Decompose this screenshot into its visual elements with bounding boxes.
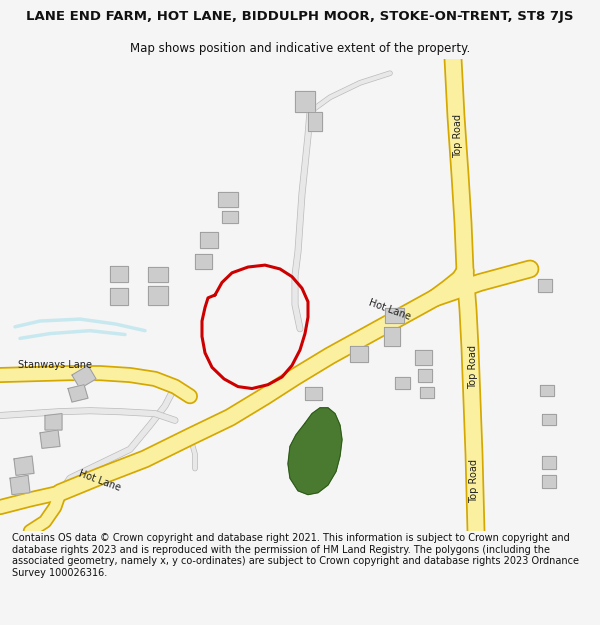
Polygon shape (72, 366, 96, 389)
Polygon shape (542, 414, 556, 425)
Text: Top Road: Top Road (468, 346, 478, 389)
Text: Hot Lane: Hot Lane (77, 469, 122, 493)
Polygon shape (415, 350, 432, 366)
Polygon shape (40, 430, 60, 448)
Polygon shape (350, 346, 368, 362)
Text: LANE END FARM, HOT LANE, BIDDULPH MOOR, STOKE-ON-TRENT, ST8 7JS: LANE END FARM, HOT LANE, BIDDULPH MOOR, … (26, 10, 574, 23)
Polygon shape (395, 377, 410, 389)
Polygon shape (542, 456, 556, 469)
Polygon shape (295, 91, 315, 112)
Polygon shape (540, 384, 554, 396)
Text: Contains OS data © Crown copyright and database right 2021. This information is : Contains OS data © Crown copyright and d… (12, 533, 579, 578)
Polygon shape (305, 387, 322, 400)
Polygon shape (418, 369, 432, 382)
Polygon shape (110, 288, 128, 304)
Text: Top Road: Top Road (469, 459, 479, 503)
Polygon shape (14, 456, 34, 476)
Polygon shape (542, 476, 556, 488)
Polygon shape (148, 267, 168, 282)
Polygon shape (200, 232, 218, 248)
Polygon shape (538, 279, 552, 292)
Polygon shape (222, 211, 238, 222)
Polygon shape (288, 408, 342, 494)
Text: Hot Lane: Hot Lane (368, 298, 412, 322)
Polygon shape (148, 286, 168, 304)
Polygon shape (384, 327, 400, 346)
Polygon shape (420, 387, 434, 398)
Polygon shape (308, 112, 322, 131)
Polygon shape (68, 384, 88, 402)
Text: Top Road: Top Road (453, 114, 463, 158)
Text: Stanways Lane: Stanways Lane (18, 361, 92, 371)
Polygon shape (110, 266, 128, 282)
Polygon shape (45, 414, 62, 430)
Polygon shape (195, 254, 212, 269)
Polygon shape (10, 476, 30, 494)
Polygon shape (385, 308, 404, 323)
Text: Map shows position and indicative extent of the property.: Map shows position and indicative extent… (130, 42, 470, 54)
Polygon shape (218, 192, 238, 208)
